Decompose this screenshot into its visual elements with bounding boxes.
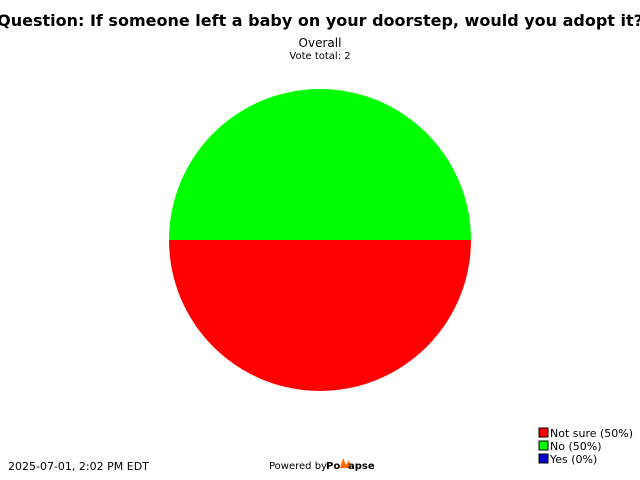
legend-swatch-2 xyxy=(538,453,549,464)
legend-swatch-1 xyxy=(538,440,549,451)
legend: Not sure (50%)No (50%)Yes (0%) xyxy=(538,427,633,466)
pie-slice-1 xyxy=(169,89,471,241)
brand-name-right: apse xyxy=(348,461,375,472)
legend-label-0: Not sure (50%) xyxy=(550,427,633,440)
brand-name-left: Po xyxy=(326,461,340,472)
timestamp-text: 2025-07-01, 2:02 PM EDT xyxy=(8,460,149,473)
powered-by-text: Powered by xyxy=(269,461,327,472)
powered-by-branding: Powered by Po apse xyxy=(269,458,375,472)
vote-total-label: Vote total: 2 xyxy=(289,51,350,62)
legend-label-2: Yes (0%) xyxy=(549,453,597,466)
pie-slice-0 xyxy=(169,240,471,391)
legend-swatch-0 xyxy=(538,427,549,438)
chart-subtitle: Overall xyxy=(299,36,342,50)
legend-label-1: No (50%) xyxy=(550,440,602,453)
pie-chart xyxy=(169,89,471,391)
chart-title: Question: If someone left a baby on your… xyxy=(0,11,640,30)
brand-logo-icon xyxy=(340,458,351,468)
